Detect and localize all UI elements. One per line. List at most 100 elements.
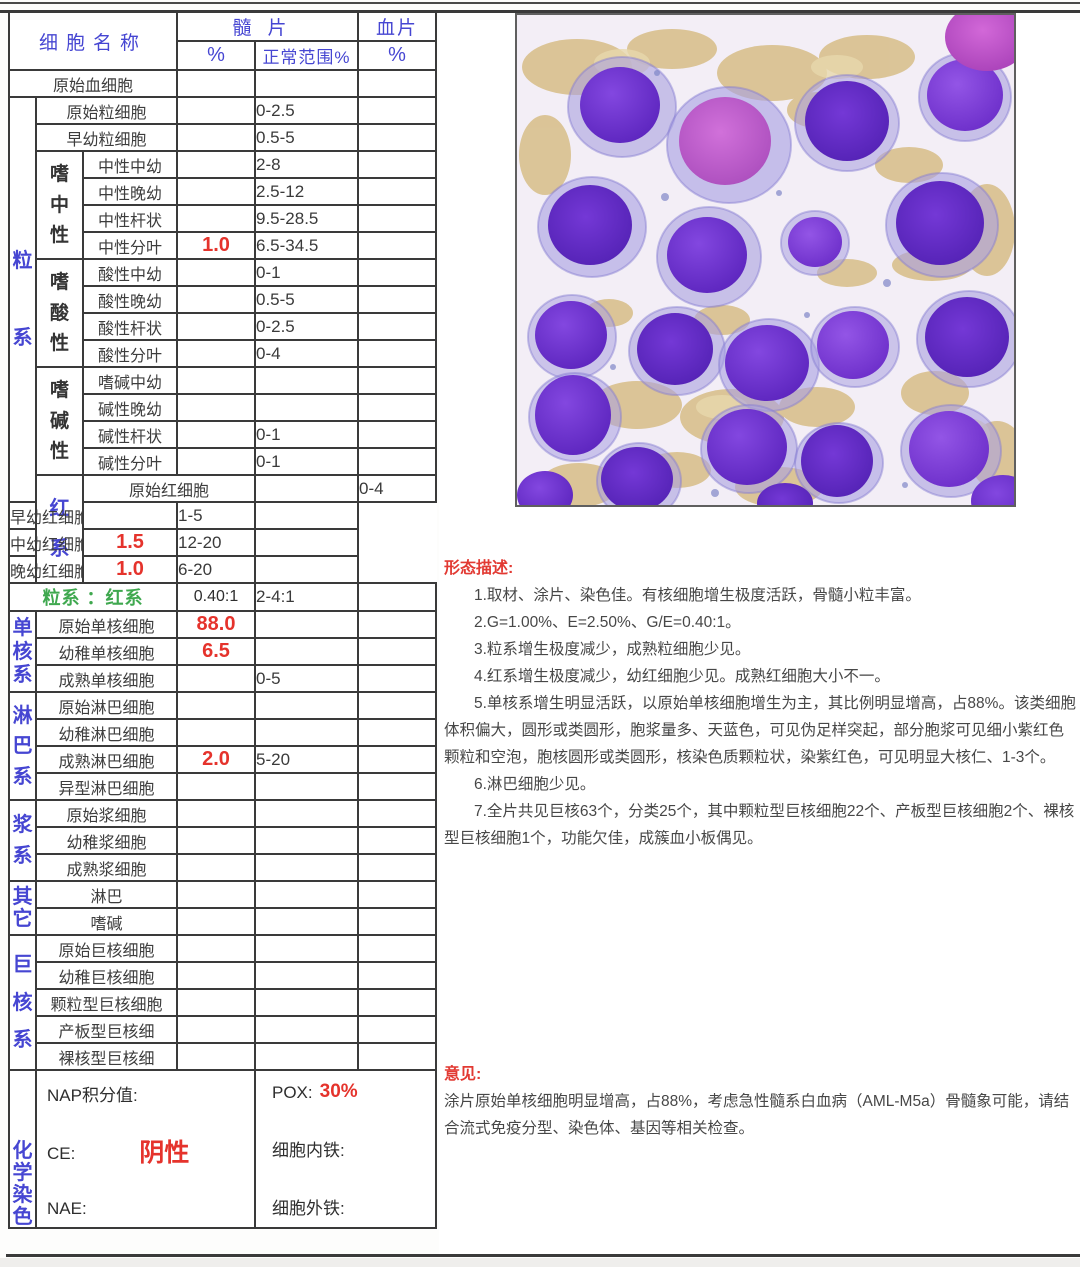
group-label-char: 染: [12, 1183, 33, 1206]
cell-normal-range: [253, 366, 360, 395]
cell-blood-percent: [357, 447, 438, 476]
pox-value: 30%: [319, 1081, 358, 1102]
cell-percent: 1.0: [176, 231, 256, 260]
cell-percent: [176, 123, 256, 152]
page-bottom-margin: [0, 1258, 1080, 1267]
chemistry-right-cell: POX: 30% 细胞内铁: 细胞外铁:: [253, 1069, 438, 1229]
group-label-char: 嗜: [49, 380, 69, 402]
cell-normal-range: [253, 988, 360, 1017]
cell-name: 酸性晚幼: [82, 285, 178, 314]
cell-normal-range: 2-4:1: [253, 582, 360, 612]
cell-name: 中性分叶: [82, 231, 178, 260]
cell-normal-range: 0.5-5: [253, 285, 360, 314]
header-normal-range: 正常范围%: [253, 40, 360, 71]
cell-name: 中性晚幼: [82, 177, 178, 206]
bone-marrow-smear-image: [515, 13, 1016, 507]
cell-normal-range: 0-2.5: [253, 96, 360, 125]
chemistry-left-cell: NAP积分值: CE: 阴性 NAE:: [35, 1069, 256, 1229]
cell-normal-range: 6.5-34.5: [253, 231, 360, 260]
morphology-line: 7.全片共见巨核63个，分类25个，其中颗粒型巨核细胞22个、产板型巨核细胞2个…: [444, 803, 1075, 847]
cell-blood-percent: [357, 285, 438, 314]
group-cell-20: 单核系: [8, 610, 37, 693]
cell-normal-range: [253, 826, 360, 855]
differential-count-table: 细胞名称 髓片 血片% 正常范围%% 原始血细胞粒系原始粒细胞 0-2.5 早幼粒细胞 0.5…: [8, 11, 438, 1229]
chem-line: POX: 30%: [272, 1081, 434, 1103]
cell-name: 原始浆细胞: [35, 799, 178, 828]
group-label-char: 化: [12, 1139, 33, 1162]
chem-line: 细胞内铁:: [272, 1136, 434, 1161]
cell-name: 幼稚淋巴细胞: [35, 718, 178, 747]
group-cell-32: 巨核系: [8, 934, 37, 1071]
right-panel: 形态描述: 1.取材、涂片、染色佳。有核细胞增生极度活跃，骨髓小粒丰富。 2.G=…: [439, 13, 1080, 1254]
cell-name: 异型淋巴细胞: [35, 772, 178, 801]
cell-percent: [176, 96, 256, 125]
cell-name: 碱性分叶: [82, 447, 178, 476]
cell-normal-range: 0-1: [253, 420, 360, 449]
frame-top-border: [0, 10, 1080, 13]
cell-normal-range: 0-1: [253, 447, 360, 476]
cell-percent: 6.5: [176, 637, 256, 666]
cell-percent: [82, 501, 178, 530]
cell-name: 晚幼红细胞: [8, 555, 84, 584]
cell-percent: 2.0: [176, 745, 256, 774]
cell-normal-range: [253, 69, 360, 98]
cell-percent: [176, 69, 256, 98]
group-label-char: 单: [12, 616, 33, 639]
ce-label: CE:: [47, 1143, 76, 1163]
cell-normal-range: [253, 934, 360, 963]
cell-name: 中性杆状: [82, 204, 178, 233]
group-label-char: 系: [12, 1028, 33, 1051]
group-cell-27: 浆系: [8, 799, 37, 882]
cell-percent: [176, 718, 256, 747]
cell-normal-range: [253, 718, 360, 747]
chem-line: NAP积分值:: [47, 1081, 253, 1106]
cell-percent: [176, 447, 256, 476]
cell-percent: [176, 934, 256, 963]
cell-normal-range: [253, 1015, 360, 1044]
header-cell-name: 细胞名称: [8, 11, 178, 71]
cell-normal-range: 0.5-5: [253, 123, 360, 152]
cell-percent: [176, 312, 256, 341]
cell-normal-range: [253, 1042, 360, 1071]
cell-percent: 88.0: [176, 610, 256, 639]
morphology-line: 5.单核系增生明显活跃，以原始单核细胞增生为主，其比例明显增高，占88%。该类细…: [444, 695, 1076, 766]
cell-name: 原始淋巴细胞: [35, 691, 178, 720]
cell-name: 原始巨核细胞: [35, 934, 178, 963]
cell-blood-percent: [357, 853, 438, 882]
cell-name: 中性中幼: [82, 150, 178, 179]
cell-name: 原始单核细胞: [35, 610, 178, 639]
cell-blood-percent: [357, 799, 438, 828]
cell-blood-percent: [357, 718, 438, 747]
cell-normal-range: 6-20: [176, 555, 256, 584]
cell-blood-percent: [357, 1042, 438, 1071]
cell-normal-range: 2-8: [253, 150, 360, 179]
cell-percent: [176, 826, 256, 855]
group-label-char: 其: [12, 885, 33, 908]
group-label-char: 性: [49, 332, 69, 354]
cell-percent: 0.40:1: [176, 582, 256, 612]
cell-percent: [176, 177, 256, 206]
group-label-char: 酸: [49, 302, 69, 324]
cell-blood-percent: [357, 961, 438, 990]
cell-percent: 1.0: [82, 555, 178, 584]
cell-blood-percent: [357, 96, 438, 125]
morphology-section: 形态描述: 1.取材、涂片、染色佳。有核细胞增生极度活跃，骨髓小粒丰富。 2.G=…: [444, 556, 1078, 852]
cell-percent: [176, 880, 256, 909]
group-label-char: 系: [12, 845, 33, 868]
opinion-heading: 意见:: [444, 1066, 482, 1083]
cell-normal-range: [253, 610, 360, 639]
cell-normal-range: 9.5-28.5: [253, 204, 360, 233]
cell-normal-range: 5-20: [253, 745, 360, 774]
smear-photo-graphic: [517, 15, 1014, 505]
cell-normal-range: [253, 799, 360, 828]
cell-blood-percent: [357, 123, 438, 152]
cell-normal-range: 0-1: [253, 258, 360, 287]
cell-normal-range: 2.5-12: [253, 177, 360, 206]
subgroup-cell-7: 嗜酸性: [35, 258, 84, 368]
cell-normal-range: 12-20: [176, 528, 256, 557]
cell-name: 嗜碱中幼: [82, 366, 178, 395]
cell-normal-range: 0-5: [253, 664, 360, 693]
cell-name: 酸性中幼: [82, 258, 178, 287]
opinion-section: 意见: 涂片原始单核细胞明显增高，占88%，考虑急性髓系白血病（AML-M5a）…: [444, 1062, 1078, 1142]
